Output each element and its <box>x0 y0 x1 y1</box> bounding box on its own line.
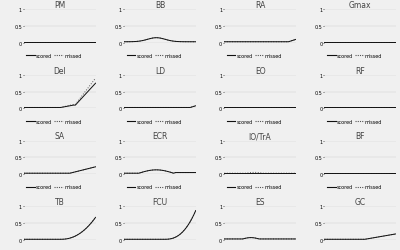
Legend: scored, missed: scored, missed <box>126 119 182 124</box>
Title: LD: LD <box>155 66 165 76</box>
Title: IO/TrA: IO/TrA <box>249 132 272 141</box>
Title: RF: RF <box>355 66 365 76</box>
Legend: scored, missed: scored, missed <box>227 54 282 59</box>
Title: FCU: FCU <box>152 198 168 206</box>
Legend: scored, missed: scored, missed <box>26 54 82 59</box>
Legend: scored, missed: scored, missed <box>26 119 82 124</box>
Title: TB: TB <box>55 198 65 206</box>
Title: SA: SA <box>55 132 65 141</box>
Legend: scored, missed: scored, missed <box>327 54 382 59</box>
Title: ECR: ECR <box>152 132 168 141</box>
Legend: scored, missed: scored, missed <box>327 184 382 190</box>
Title: BF: BF <box>356 132 365 141</box>
Title: Del: Del <box>53 66 66 76</box>
Legend: scored, missed: scored, missed <box>227 119 282 124</box>
Title: GC: GC <box>355 198 366 206</box>
Legend: scored, missed: scored, missed <box>227 184 282 190</box>
Legend: scored, missed: scored, missed <box>327 119 382 124</box>
Title: PM: PM <box>54 1 65 10</box>
Title: BB: BB <box>155 1 165 10</box>
Title: Gmax: Gmax <box>349 1 372 10</box>
Title: EO: EO <box>255 66 265 76</box>
Legend: scored, missed: scored, missed <box>126 184 182 190</box>
Legend: scored, missed: scored, missed <box>126 54 182 59</box>
Legend: scored, missed: scored, missed <box>26 184 82 190</box>
Title: ES: ES <box>255 198 265 206</box>
Title: RA: RA <box>255 1 265 10</box>
